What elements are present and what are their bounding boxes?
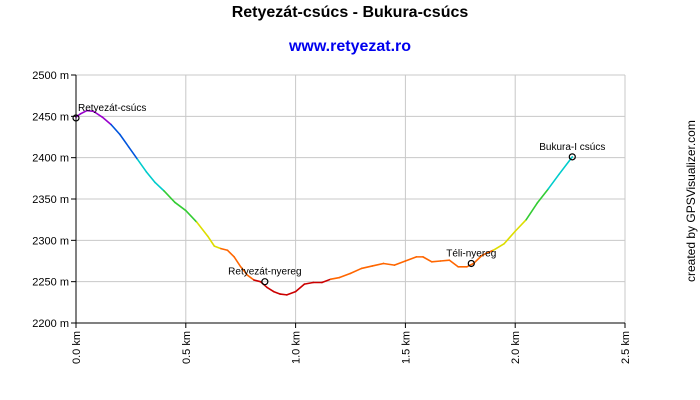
- y-tick-label: 2250 m: [32, 277, 69, 289]
- waypoint-annotations: Retyezát-csúcs Retyezát-nyereg Téli-nyereg…: [72, 103, 605, 286]
- x-tick-label: 0.0 km: [71, 331, 83, 364]
- waypoint-label: Retyezát-nyereg: [228, 267, 301, 278]
- waypoint-marker: [261, 278, 269, 286]
- profile-segment: [92, 110, 104, 118]
- profile-segment: [294, 283, 306, 293]
- y-axis-ticks: 2200 m 2250 m 2300 m 2350 m 2400 m 2450 m 2500…: [32, 70, 76, 330]
- y-tick-label: 2500 m: [32, 70, 69, 82]
- profile-segment: [195, 221, 209, 237]
- profile-segment: [558, 156, 574, 175]
- profile-segment: [185, 209, 198, 223]
- y-tick-label: 2400 m: [32, 153, 69, 165]
- profile-segment: [514, 218, 527, 233]
- profile-segment: [329, 276, 341, 280]
- profile-segment: [360, 265, 374, 270]
- x-tick-label: 1.5 km: [400, 331, 412, 364]
- profile-segment: [154, 181, 165, 192]
- profile-segment: [404, 256, 418, 262]
- profile-segment: [101, 116, 112, 126]
- y-tick-label: 2350 m: [32, 194, 69, 206]
- profile-segment: [79, 109, 88, 115]
- waypoint-label: Bukura-I csúcs: [539, 142, 605, 153]
- profile-segment: [430, 260, 442, 263]
- profile-segment: [279, 293, 288, 296]
- profile-segment: [303, 281, 314, 285]
- y-tick-label: 2200 m: [32, 318, 69, 330]
- profile-segment: [422, 256, 433, 263]
- profile-segment: [213, 245, 222, 250]
- profile-segment: [272, 290, 282, 295]
- profile-segment: [349, 267, 363, 275]
- profile-segment: [525, 202, 538, 221]
- profile-segment: [174, 201, 187, 212]
- profile-segment: [253, 279, 262, 283]
- x-axis-ticks: 0.0 km 0.5 km 1.0 km 1.5 km 2.0 km 2.5 km: [71, 323, 632, 364]
- profile-segment: [481, 249, 495, 257]
- profile-segment: [239, 265, 249, 276]
- waypoint-marker: [72, 114, 80, 122]
- waypoint-marker: [467, 259, 475, 268]
- profile-segment: [547, 173, 560, 190]
- chart-subtitle-link[interactable]: www.retyezat.ro: [288, 38, 412, 55]
- profile-segment: [86, 109, 95, 113]
- y-tick-label: 2300 m: [32, 235, 69, 247]
- profile-segment: [136, 158, 148, 173]
- profile-segment: [110, 123, 121, 136]
- profile-segment: [321, 278, 332, 284]
- x-tick-label: 2.0 km: [510, 331, 522, 364]
- grid: [75, 74, 626, 324]
- x-tick-label: 2.5 km: [620, 331, 632, 364]
- waypoint-label: Téli-nyereg: [446, 248, 496, 259]
- profile-segment: [163, 189, 176, 204]
- profile-segment: [286, 290, 297, 296]
- profile-segment: [266, 286, 275, 293]
- elevation-profile: [75, 109, 574, 296]
- profile-segment: [119, 133, 130, 148]
- profile-segment: [503, 230, 517, 245]
- profile-segment: [145, 170, 156, 184]
- profile-segment: [492, 242, 506, 252]
- profile-segment: [382, 262, 396, 266]
- profile-segment: [472, 254, 484, 265]
- waypoint-label: Retyezát-csúcs: [78, 103, 146, 114]
- profile-segment: [127, 146, 139, 161]
- profile-segment: [448, 259, 459, 268]
- profile-segment: [206, 235, 216, 247]
- x-tick-label: 1.0 km: [291, 331, 303, 364]
- profile-segment: [439, 259, 451, 262]
- y-tick-label: 2450 m: [32, 111, 69, 123]
- profile-segment: [246, 274, 255, 281]
- chart-title: Retyezát-csúcs - Bukura-csúcs: [231, 4, 469, 21]
- x-tick-label: 0.5 km: [181, 331, 193, 364]
- profile-segment: [226, 249, 235, 258]
- profile-segment: [393, 260, 407, 266]
- profile-segment: [466, 262, 475, 268]
- profile-segment: [536, 188, 549, 204]
- profile-segment: [220, 247, 229, 252]
- profile-segment: [371, 262, 385, 267]
- profile-segment: [233, 256, 242, 268]
- waypoint-marker: [568, 153, 576, 161]
- profile-segment: [338, 272, 352, 279]
